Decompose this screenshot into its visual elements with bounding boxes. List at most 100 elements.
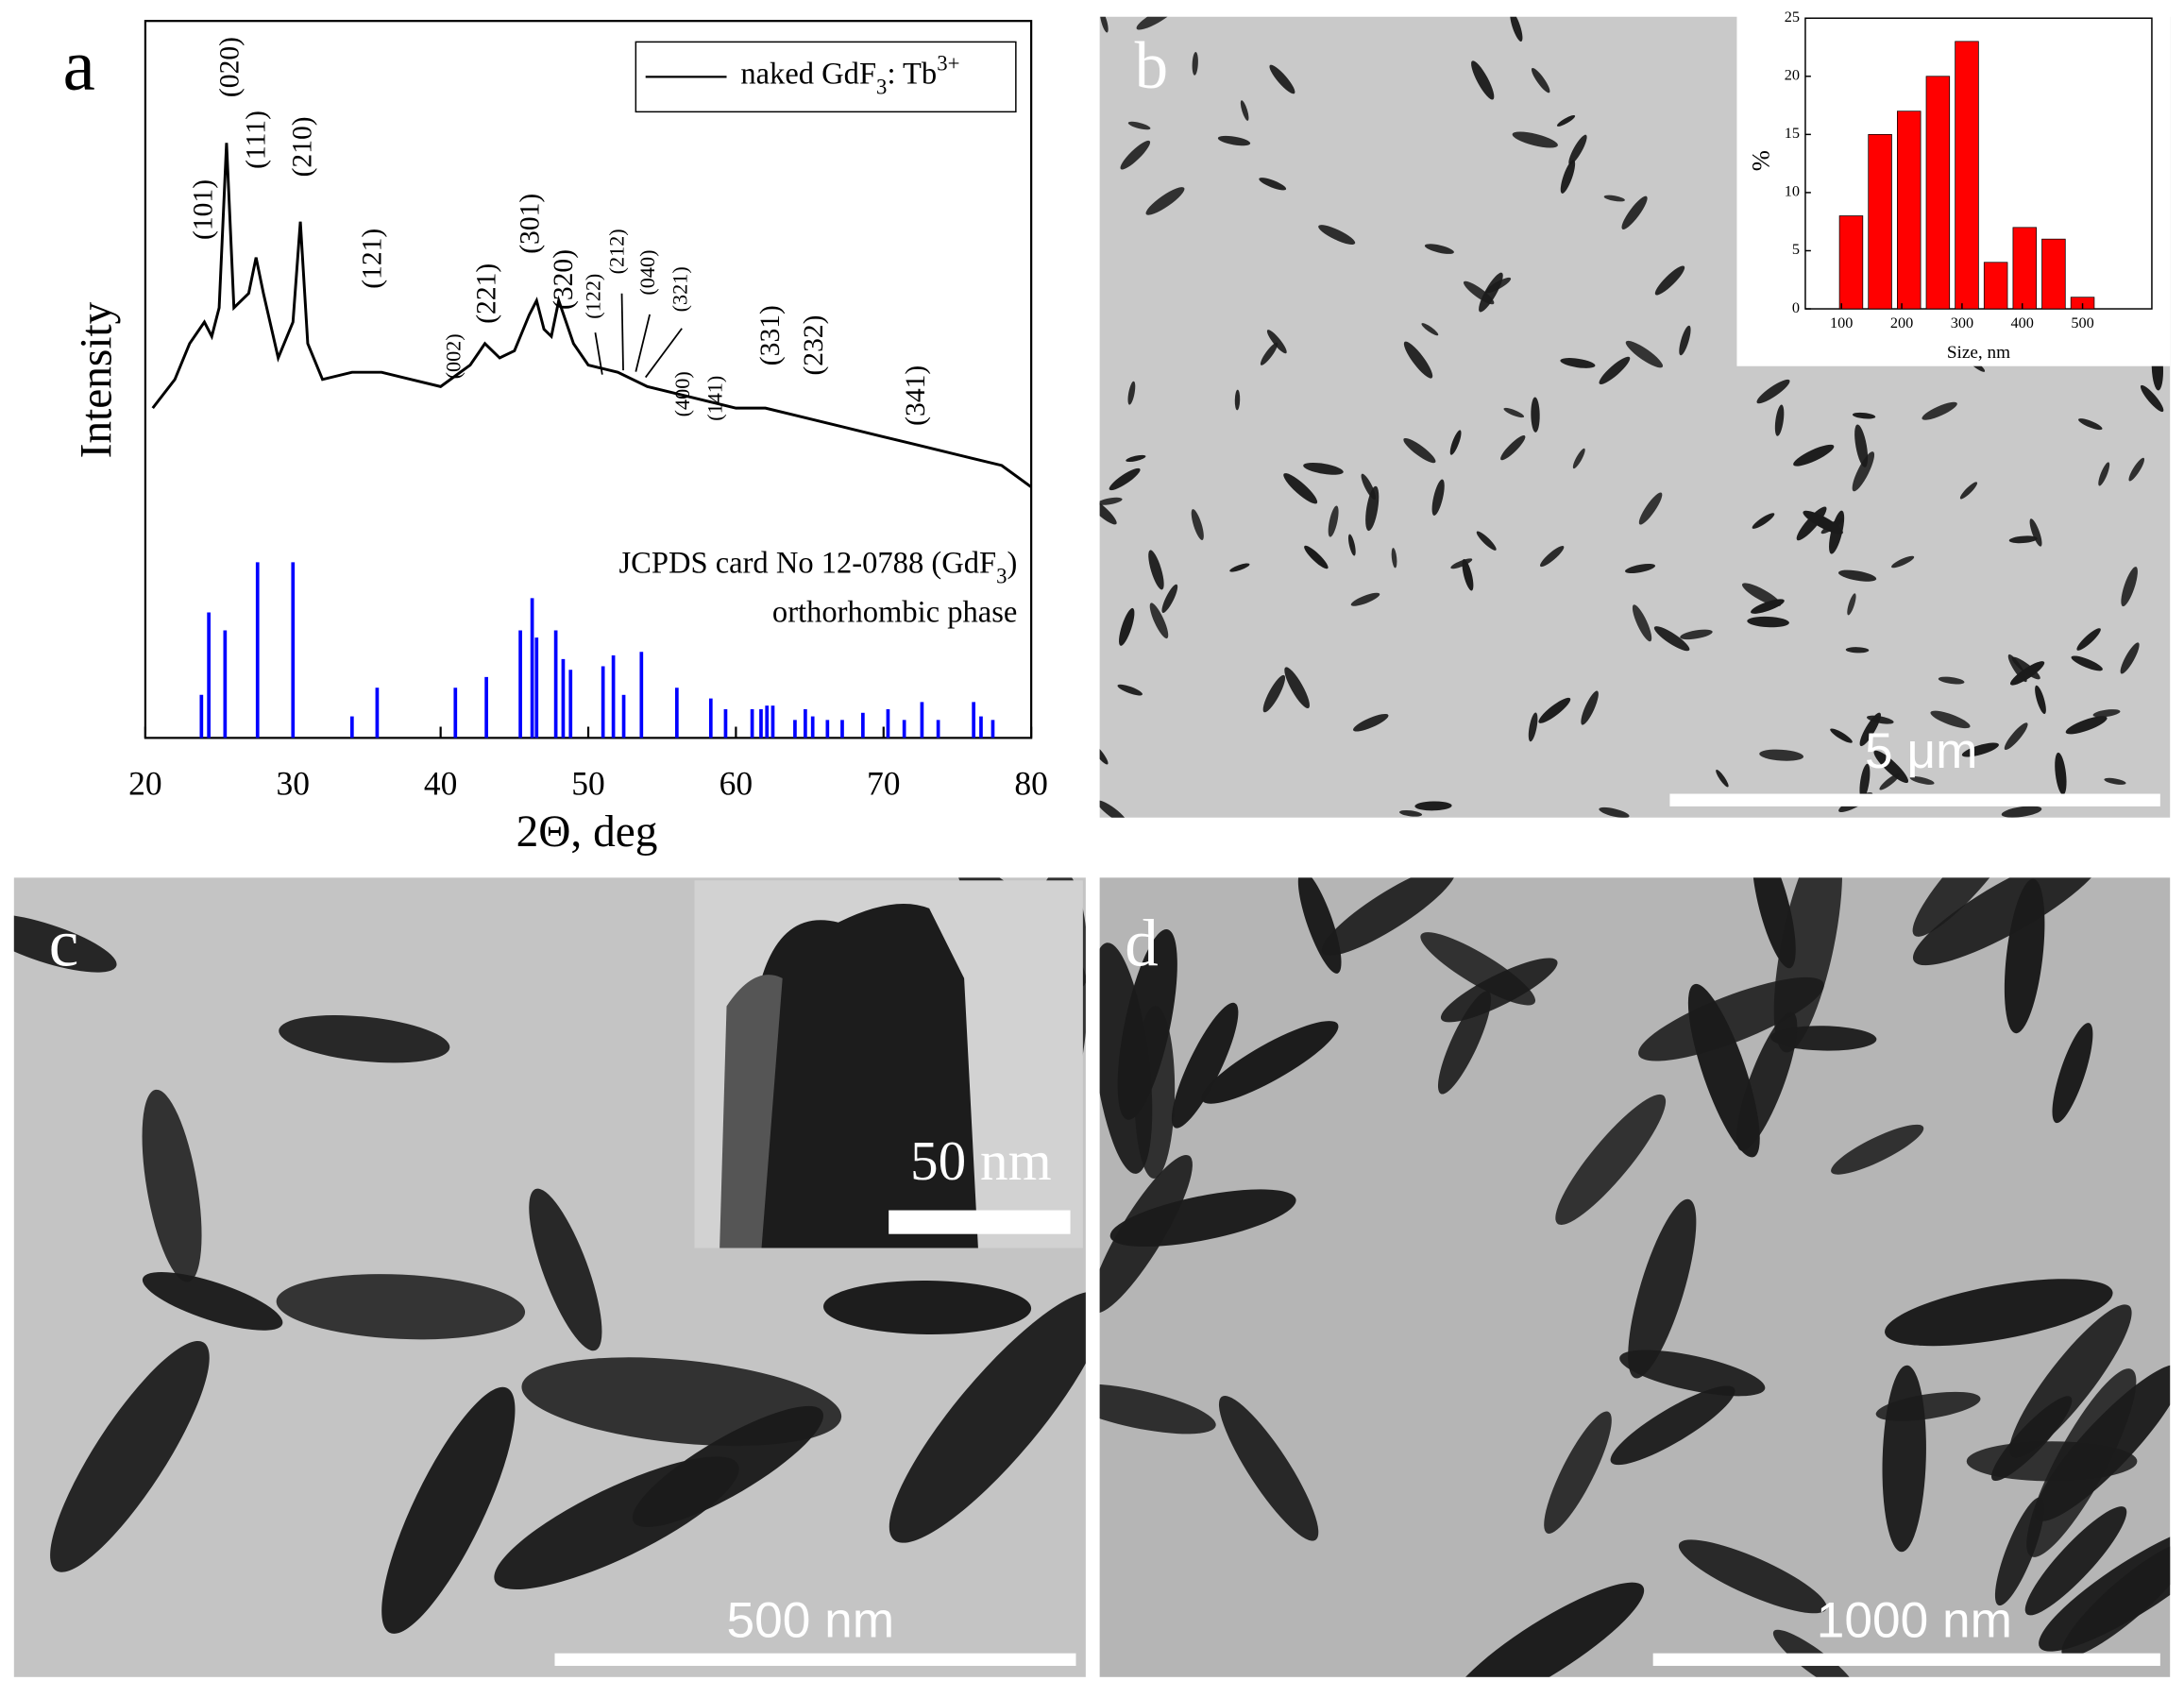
histogram-bar xyxy=(1955,41,1979,310)
rod xyxy=(1471,60,1495,100)
rod xyxy=(1149,603,1169,639)
rod xyxy=(1100,16,1109,33)
rod xyxy=(1099,497,1123,505)
scale-bar xyxy=(554,1653,1076,1666)
y-tick-label: 15 xyxy=(1785,125,1800,142)
x-tick-label: 50 xyxy=(571,764,605,802)
rod xyxy=(1847,593,1856,616)
rod xyxy=(1774,404,1785,436)
rod xyxy=(1503,407,1525,418)
x-tick-label: 70 xyxy=(867,764,901,802)
peak-label: (301) xyxy=(516,194,546,254)
x-tick-label: 500 xyxy=(2071,314,2093,331)
rod xyxy=(1572,448,1585,469)
rod xyxy=(1909,776,1935,785)
text-part: naked GdF xyxy=(740,58,876,92)
y-tick-label: 0 xyxy=(1792,299,1800,316)
peak-label: (020) xyxy=(214,37,245,97)
rod xyxy=(1109,1189,1296,1248)
rod xyxy=(2061,1542,2171,1657)
y-tick-label: 20 xyxy=(1785,67,1800,84)
rod xyxy=(1398,809,1423,817)
x-tick-label: 20 xyxy=(128,764,162,802)
rod xyxy=(1638,976,1824,1061)
rod xyxy=(2009,1304,2132,1458)
rod xyxy=(1421,323,1439,336)
rod xyxy=(1229,563,1250,572)
histogram-bar xyxy=(2012,227,2038,310)
rod xyxy=(1961,742,1999,757)
rod xyxy=(1528,712,1538,742)
plot-frame xyxy=(144,20,1033,739)
y-tick-label: 5 xyxy=(1792,241,1800,258)
rod xyxy=(1304,545,1329,569)
rod xyxy=(1994,1497,2045,1606)
rod xyxy=(1284,667,1310,709)
rod xyxy=(1328,505,1339,537)
scale-bar-label: 500 nm xyxy=(726,1593,894,1649)
peak-arrow xyxy=(644,328,683,379)
text-part: : Tb xyxy=(887,58,937,92)
scale-bar-label: 5 μm xyxy=(1865,723,1977,779)
xrd-curve xyxy=(151,143,1032,488)
rod xyxy=(1873,750,1909,784)
rod xyxy=(279,1015,450,1063)
rod xyxy=(823,1281,1032,1335)
rod xyxy=(1845,647,1870,654)
y-tick-label: 10 xyxy=(1785,183,1800,200)
rod xyxy=(1560,160,1576,194)
rod xyxy=(1555,1094,1667,1225)
rod xyxy=(1922,401,1957,420)
rod-group xyxy=(1099,877,2171,1677)
peak-label: (141) xyxy=(703,376,726,421)
rod xyxy=(1117,684,1143,696)
histogram-bar xyxy=(2041,238,2066,310)
peak-arrow xyxy=(594,332,603,375)
rod xyxy=(1679,325,1691,356)
rod xyxy=(2071,655,2103,671)
peak-label: (400) xyxy=(670,371,694,416)
scale-bar xyxy=(1652,1653,2160,1666)
rod xyxy=(1414,801,1452,811)
rod xyxy=(1882,1365,1926,1553)
peak-label: (111) xyxy=(242,110,272,169)
rod xyxy=(1879,773,1901,790)
rod xyxy=(1266,330,1287,354)
peak-label: (232) xyxy=(799,314,829,375)
rod xyxy=(1538,697,1571,723)
rod xyxy=(2078,418,2103,431)
rod xyxy=(1218,1396,1319,1541)
rod xyxy=(1599,807,1630,818)
rod xyxy=(1540,546,1565,568)
rod xyxy=(1638,492,1663,525)
scale-bar-label: 1000 nm xyxy=(1817,1593,2012,1649)
peak-label: (210) xyxy=(287,116,317,177)
text-part: ) xyxy=(1007,547,1017,581)
rod xyxy=(1599,356,1631,384)
rod xyxy=(1126,454,1146,463)
rod xyxy=(1099,1384,1216,1435)
rod xyxy=(1930,710,1971,729)
rod xyxy=(2011,656,2040,680)
x-axis-label: 2Θ, deg xyxy=(516,807,658,857)
rod xyxy=(1391,548,1397,569)
rod xyxy=(1625,563,1656,574)
rod xyxy=(1350,592,1380,606)
x-tick-label: 60 xyxy=(720,764,753,802)
rod xyxy=(1109,467,1141,491)
reference-label: JCPDS card No 12-0788 (GdF3) xyxy=(618,547,1017,587)
rod xyxy=(1269,64,1295,94)
inset-scale-bar-label: 50 nm xyxy=(910,1129,1052,1192)
rod xyxy=(1217,135,1251,146)
rod xyxy=(889,1291,1086,1543)
rod xyxy=(1568,134,1587,165)
rod xyxy=(381,1386,516,1634)
peak-label: (040) xyxy=(635,250,659,296)
rod xyxy=(1145,187,1185,215)
rod xyxy=(2008,535,2038,544)
text-part: 3 xyxy=(876,75,887,98)
rod xyxy=(1448,1582,1645,1677)
rod xyxy=(1653,626,1690,652)
rod xyxy=(1837,569,1877,582)
